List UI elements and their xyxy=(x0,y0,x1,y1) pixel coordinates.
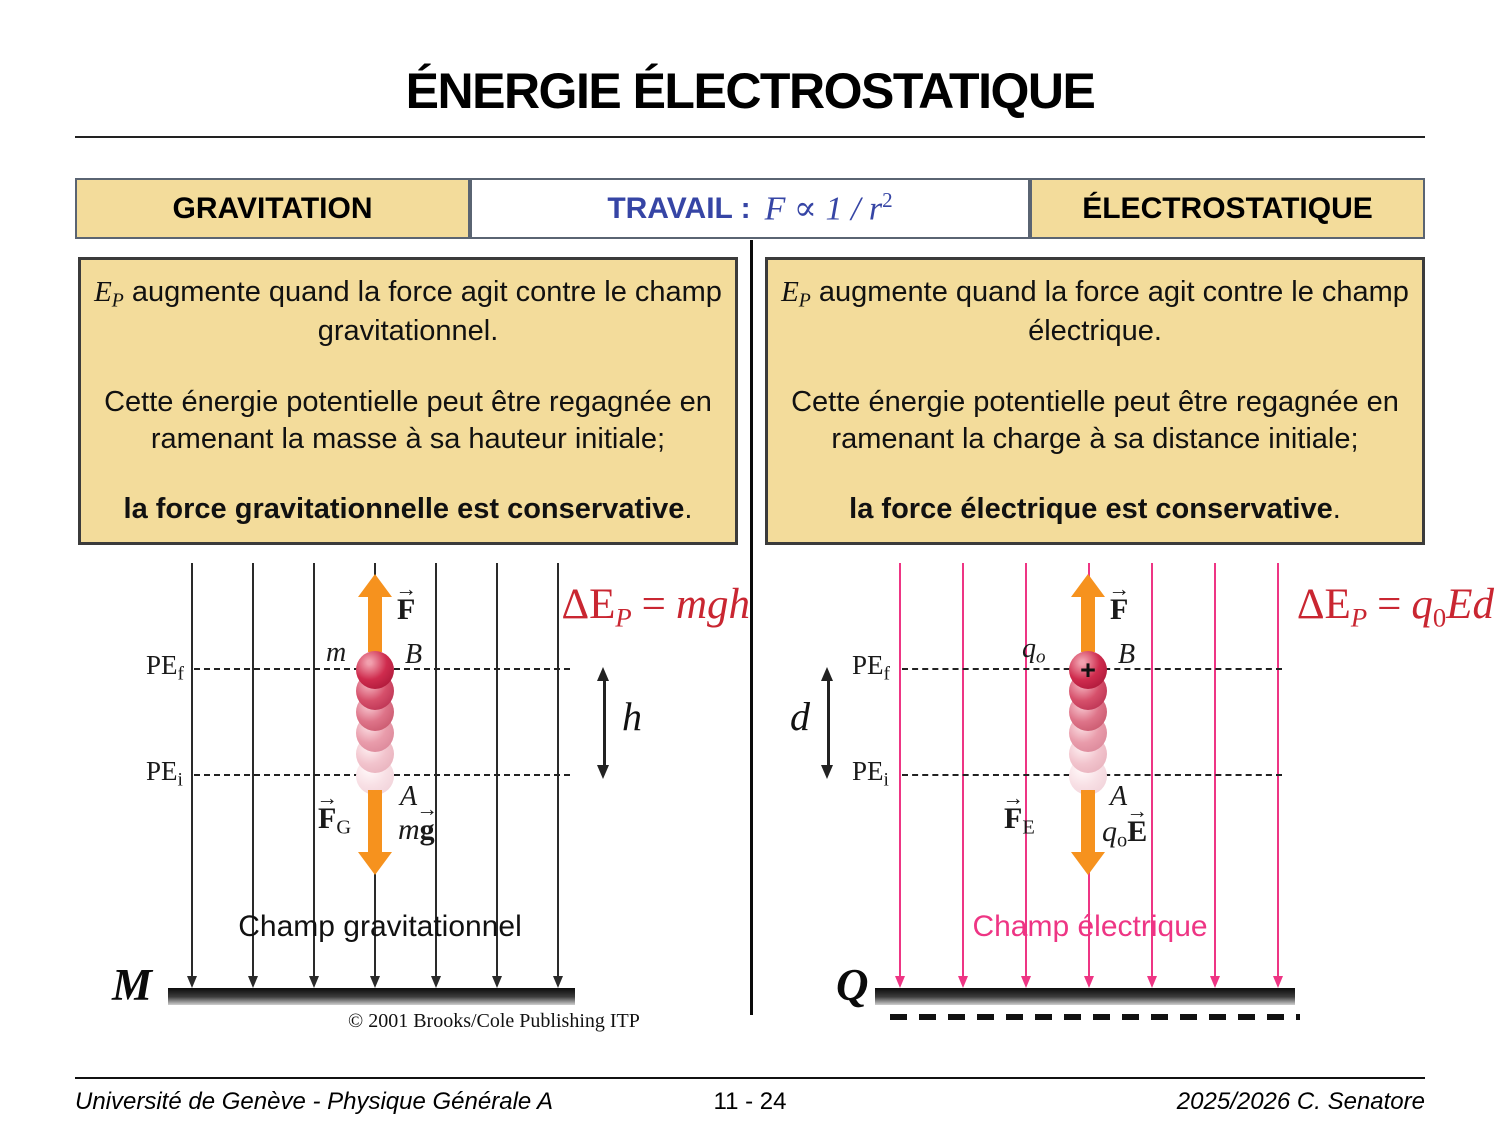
field-arrowhead xyxy=(370,976,380,988)
distance-arrow xyxy=(827,679,830,767)
field-line xyxy=(899,563,901,976)
field-line xyxy=(1151,563,1153,976)
point-b-label: B xyxy=(1118,639,1136,670)
field-arrowhead xyxy=(1210,976,1220,988)
field-arrowhead xyxy=(958,976,968,988)
header-electrostatique-label: ÉLECTROSTATIQUE xyxy=(1082,191,1373,225)
field-line xyxy=(557,563,559,976)
force-up-arrow xyxy=(1081,596,1095,652)
electrostatique-p3: la force électrique est conservative. xyxy=(849,493,1341,526)
distance-arrow-top xyxy=(821,667,833,681)
height-arrow-bottom xyxy=(597,765,609,779)
field-line xyxy=(1025,563,1027,976)
height-arrow-top xyxy=(597,667,609,681)
point-b-label: B xyxy=(405,639,423,670)
electrostatique-p1: EP augmente quand la force agit contre l… xyxy=(781,276,1409,348)
field-arrowhead xyxy=(1273,976,1283,988)
travail-formula: F ∝ 1 / r2 xyxy=(764,188,893,228)
field-line xyxy=(252,563,254,976)
mass-label: m xyxy=(326,637,347,668)
field-line xyxy=(1214,563,1216,976)
field-line xyxy=(1277,563,1279,976)
footer-divider xyxy=(75,1077,1425,1079)
field-line xyxy=(435,563,437,976)
field-arrowhead xyxy=(248,976,258,988)
header-gravitation-label: GRAVITATION xyxy=(172,191,373,225)
test-charge-sphere: + xyxy=(1069,651,1107,689)
gravitational-field-label: Champ gravitationnel xyxy=(238,910,522,943)
force-up-label: → F xyxy=(1108,577,1130,626)
weight-label: m → g xyxy=(398,797,438,846)
charged-plate-bar xyxy=(875,988,1295,1005)
field-arrowhead xyxy=(1084,976,1094,988)
panel-divider xyxy=(750,240,753,1015)
footer-author: 2025/2026 C. Senatore xyxy=(1176,1088,1425,1115)
electrostatique-diagram: Q ΔEP = q0Ed PEf PEi d → F + qo B A → FE qo →… xyxy=(770,555,1500,1067)
force-up-arrowhead xyxy=(1071,574,1105,597)
gravitation-diagram: M ΔEP = mgh PEf PEi → F m B A → FG m → g h Cha… xyxy=(100,555,760,1067)
pe-initial-label: PEi xyxy=(852,756,889,791)
gravity-force-label: → FG xyxy=(316,786,352,839)
electrostatique-text-box: EP augmente quand la force agit contre l… xyxy=(765,257,1425,545)
distance-label: d xyxy=(790,694,810,739)
field-arrowhead xyxy=(187,976,197,988)
force-down-arrowhead xyxy=(358,852,392,875)
footer-course: Université de Genève - Physique Générale… xyxy=(75,1088,554,1115)
source-mass-label: M xyxy=(112,960,153,1010)
force-up-arrow xyxy=(368,596,382,652)
field-arrowhead xyxy=(1021,976,1031,988)
force-down-arrow xyxy=(1081,790,1095,852)
point-a-label: A xyxy=(400,781,418,812)
distance-arrow-bottom xyxy=(821,765,833,779)
field-arrowhead xyxy=(1147,976,1157,988)
pe-initial-label: PEi xyxy=(146,756,183,791)
header-cell-electrostatique: ÉLECTROSTATIQUE xyxy=(1030,178,1425,239)
footer-page-number: 11 - 24 xyxy=(713,1088,787,1115)
copyright-text: © 2001 Brooks/Cole Publishing ITP xyxy=(348,1010,640,1032)
field-line xyxy=(313,563,315,976)
gravitation-p1: EP augmente quand la force agit contre l… xyxy=(94,276,722,348)
force-down-arrow xyxy=(368,790,382,852)
plate-dashed-line xyxy=(890,1014,1300,1020)
field-arrowhead xyxy=(492,976,502,988)
field-arrowhead xyxy=(431,976,441,988)
force-down-arrowhead xyxy=(1071,852,1105,875)
ground-bar xyxy=(168,988,575,1005)
source-charge-label: Q xyxy=(836,960,869,1010)
pe-final-label: PEf xyxy=(852,650,890,685)
pe-final-label: PEf xyxy=(146,650,184,685)
electrostatique-p2: Cette énergie potentielle peut être rega… xyxy=(791,386,1399,455)
gravitation-text-box: EP augmente quand la force agit contre l… xyxy=(78,257,738,545)
formula-qed: ΔEP = q0Ed xyxy=(1296,581,1494,633)
plus-sign: + xyxy=(1080,654,1096,685)
gravitation-p2: Cette énergie potentielle peut être rega… xyxy=(104,386,712,455)
charge-label: qo xyxy=(1022,633,1046,668)
field-line xyxy=(962,563,964,976)
formula-mgh: ΔEP = mgh xyxy=(561,581,750,633)
field-line xyxy=(191,563,193,976)
gravitation-p3: la force gravitationnelle est conservati… xyxy=(123,493,693,526)
page-title: ÉNERGIE ÉLECTROSTATIQUE xyxy=(405,63,1096,119)
field-line xyxy=(496,563,498,976)
field-arrowhead xyxy=(895,976,905,988)
title-divider xyxy=(75,136,1425,138)
electric-force-label: → FE xyxy=(1002,786,1035,839)
field-arrowhead xyxy=(309,976,319,988)
header-travail-label: TRAVAIL : xyxy=(607,191,751,225)
point-a-label: A xyxy=(1110,781,1128,812)
sphere xyxy=(356,651,394,689)
header-cell-gravitation: GRAVITATION xyxy=(75,178,470,239)
comparison-header: GRAVITATION TRAVAIL : F ∝ 1 / r2 ÉLECTRO… xyxy=(75,178,1425,239)
qe-label: qo → E xyxy=(1102,799,1148,852)
electric-field-label: Champ électrique xyxy=(972,910,1208,943)
force-up-arrowhead xyxy=(358,574,392,597)
height-arrow xyxy=(603,679,606,767)
height-label: h xyxy=(622,694,642,739)
force-up-label: → F xyxy=(395,577,417,626)
header-cell-travail: TRAVAIL : F ∝ 1 / r2 xyxy=(470,178,1030,239)
field-arrowhead xyxy=(553,976,563,988)
